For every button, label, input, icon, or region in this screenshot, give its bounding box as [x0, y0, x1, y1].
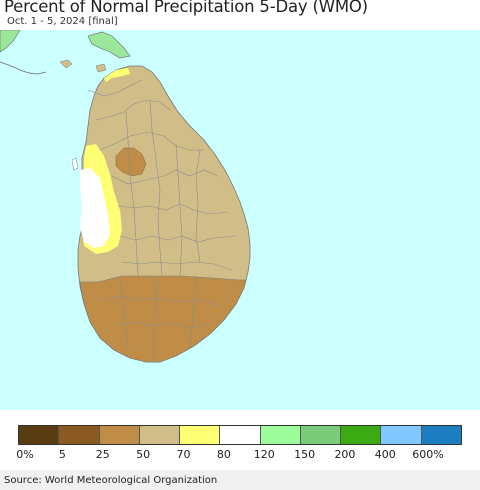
- district-borders: [87, 79, 237, 360]
- legend-swatch: [139, 426, 181, 444]
- legend-swatch: [300, 426, 342, 444]
- legend-tick-label: 120: [253, 448, 275, 461]
- map-title: Percent of Normal Precipitation 5-Day (W…: [4, 0, 368, 16]
- legend-swatch: [180, 426, 221, 444]
- legend-tick-label: 0%: [16, 448, 34, 461]
- legend-tick-label: 600%: [412, 448, 444, 461]
- legend-swatch: [59, 426, 100, 444]
- legend-tick-label: 5: [58, 448, 66, 461]
- north-islet-2: [95, 63, 107, 73]
- central-patch: [115, 147, 147, 177]
- north-tip-yellow: [104, 68, 130, 82]
- legend-tick-label: 80: [216, 448, 231, 461]
- map-subtitle: Oct. 1 - 5, 2024 [final]: [7, 16, 118, 27]
- footer-background: [0, 470, 480, 490]
- legend-tick-label: 200: [334, 448, 356, 461]
- legend-swatch: [99, 426, 140, 444]
- west-coast-white: [80, 168, 110, 248]
- india-coast-detail: [0, 61, 47, 75]
- legend-swatch: [220, 426, 261, 444]
- india-landmass: [0, 30, 21, 53]
- india-landmass-east: [87, 31, 131, 59]
- legend-swatch: [341, 426, 382, 444]
- legend-swatch: [381, 426, 422, 444]
- legend-swatch: [19, 426, 60, 444]
- legend-tick-label: 50: [136, 448, 151, 461]
- legend-swatch: [421, 426, 461, 444]
- legend-tick-label: 70: [176, 448, 191, 461]
- west-coast-islet: [71, 157, 79, 171]
- legend-color-bar: [18, 425, 462, 445]
- north-islet: [59, 59, 73, 69]
- legend-tick-label: 400: [374, 448, 396, 461]
- legend-tick-label: 25: [95, 448, 110, 461]
- legend-swatch: [260, 426, 301, 444]
- source-credit: Source: World Meteorological Organizatio…: [4, 475, 218, 486]
- legend-tick-label: 150: [294, 448, 316, 461]
- precipitation-map: [0, 30, 480, 410]
